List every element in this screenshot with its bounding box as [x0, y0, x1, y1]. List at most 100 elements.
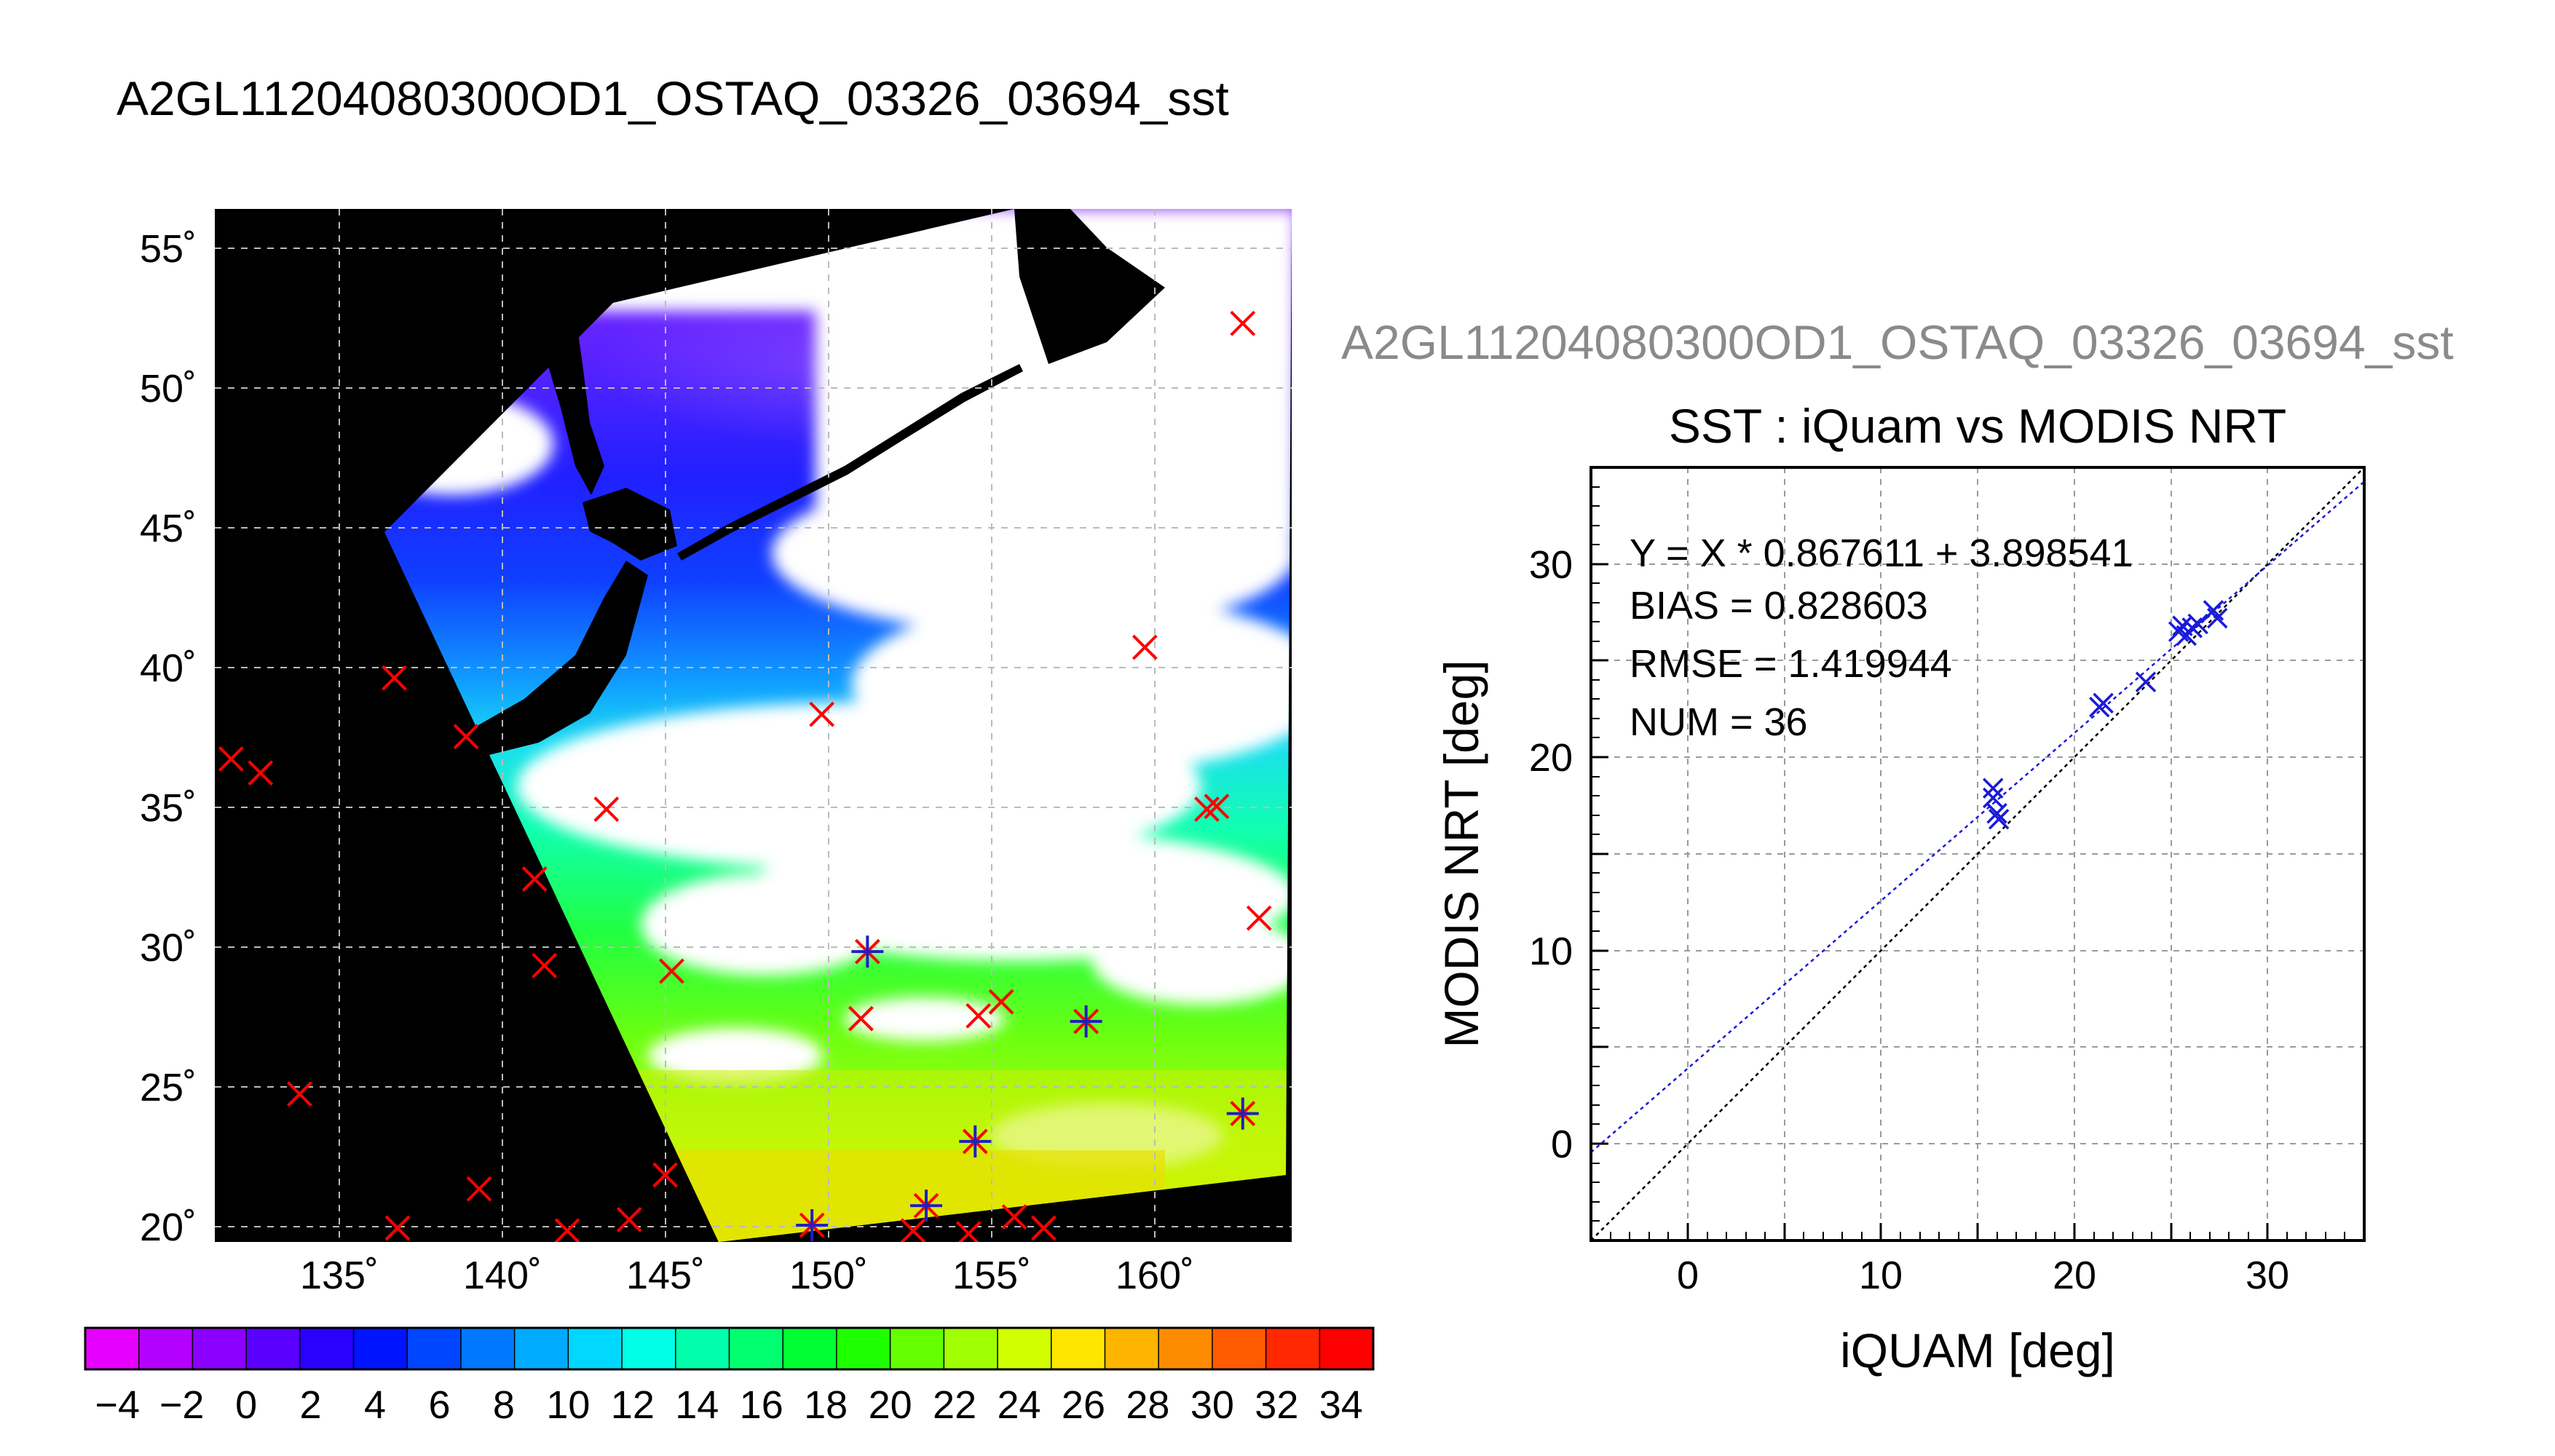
colorbar-swatch — [138, 1328, 194, 1369]
x-tick-label: 20 — [2053, 1254, 2096, 1297]
colorbar-swatch — [1265, 1328, 1320, 1369]
scatter-point — [1983, 787, 2004, 809]
matched-point-marker — [910, 1190, 943, 1222]
colorbar-swatch — [246, 1328, 301, 1369]
matched-point-marker — [1070, 1005, 1102, 1038]
colorbar-tick-label: −4 — [95, 1383, 140, 1427]
colorbar-swatch — [568, 1328, 623, 1369]
lon-tick-label: 150˚ — [789, 1254, 868, 1297]
colorbar-swatch — [192, 1328, 247, 1369]
honshu — [426, 561, 648, 772]
iquam-point-marker — [955, 1221, 982, 1242]
scatter-point — [2187, 613, 2208, 635]
y-tick-label: 0 — [1551, 1123, 1573, 1166]
lat-tick-label: 20˚ — [140, 1206, 197, 1249]
one-to-one-line — [1591, 467, 2364, 1241]
cloud-cover — [384, 209, 1292, 1168]
map-title: A2GL11204080300OD1_OSTAQ_03326_03694_sst — [117, 71, 1229, 125]
colorbar-tick-label: 8 — [493, 1383, 515, 1427]
lon-tick-label: 145˚ — [626, 1254, 705, 1297]
scatter-grid — [1591, 467, 2364, 1241]
iquam-point-marker — [248, 760, 274, 786]
colorbar-swatch — [1051, 1328, 1106, 1369]
colorbar-tick-label: 2 — [300, 1383, 322, 1427]
scatter-x-tick-labels: 0 10 20 30 — [1677, 1254, 2289, 1297]
bottom-major-ticks — [1686, 1223, 2269, 1241]
colorbar-swatch — [514, 1328, 569, 1369]
colorbar-swatch — [1158, 1328, 1213, 1369]
y-tick-label: 30 — [1529, 543, 1573, 587]
scatter-y-tick-labels: 0 10 20 30 — [1529, 543, 1573, 1166]
lon-tick-label: 140˚ — [463, 1254, 542, 1297]
x-tick-label: 10 — [1859, 1254, 1903, 1297]
colorbar-tick-label: 30 — [1190, 1383, 1234, 1427]
lat-tick-labels: 55˚ 50˚ 45˚ 40˚ 35˚ 30˚ 25˚ 20˚ — [140, 227, 197, 1249]
iquam-point-marker — [900, 1218, 926, 1242]
iquam-point-marker — [659, 958, 684, 984]
lat-lon-grid — [215, 209, 1292, 1242]
scatter-point — [1983, 778, 2004, 799]
colorbar-swatches — [85, 1328, 1374, 1369]
iquam-point-marker — [1132, 634, 1158, 660]
matched-point-marker — [851, 935, 884, 968]
colorbar-tick-label: 10 — [546, 1383, 590, 1427]
colorbar-swatch — [890, 1328, 944, 1369]
lon-tick-label: 135˚ — [300, 1254, 379, 1297]
colorbar-swatch — [85, 1328, 140, 1369]
left-minor-ticks — [1591, 486, 1600, 1222]
lat-tick-label: 45˚ — [140, 507, 197, 550]
iquam-point-marker — [453, 724, 479, 750]
iquam-point-marker — [466, 1176, 492, 1202]
colorbar-tick-label: 6 — [428, 1383, 450, 1427]
hokkaido — [583, 488, 677, 561]
lat-tick-label: 40˚ — [140, 646, 197, 690]
iquam-point-marker — [988, 989, 1014, 1015]
scatter-point — [2093, 692, 2114, 714]
scatter-y-axis-label: MODIS NRT [deg] — [1434, 660, 1488, 1048]
colorbar-swatch — [729, 1328, 783, 1369]
iquam-point-marker — [521, 866, 548, 892]
land-masses — [426, 209, 1165, 772]
scatter-title: SST : iQuam vs MODIS NRT — [1669, 399, 2286, 453]
iquam-point-marker — [382, 665, 407, 691]
iquam-point-marker — [532, 952, 558, 978]
colorbar-tick-label: 0 — [235, 1383, 257, 1427]
colorbar-swatch — [783, 1328, 837, 1369]
left-major-ticks — [1591, 563, 1608, 1145]
colorbar-frame — [84, 1326, 1375, 1371]
colorbar-swatch — [299, 1328, 355, 1369]
sst-swath — [384, 209, 1292, 1242]
iquam-point-marker — [554, 1218, 580, 1242]
bottom-minor-ticks — [1610, 1232, 2345, 1241]
colorbar-swatch — [460, 1328, 516, 1369]
kuril-chain — [677, 364, 1023, 561]
colorbar-swatch — [1212, 1328, 1267, 1369]
scatter-point — [2181, 617, 2203, 638]
colorbar-swatch — [836, 1328, 891, 1369]
sst-map: 55˚ 50˚ 45˚ 40˚ 35˚ 30˚ 25˚ 20˚ 135˚ 140… — [140, 209, 1292, 1297]
kamchatka — [1014, 209, 1165, 364]
iquam-point-marker — [287, 1081, 312, 1107]
matched-point-marker — [796, 1208, 829, 1241]
matched-point-marker — [959, 1125, 992, 1158]
colorbar-tick-label: 14 — [675, 1383, 719, 1427]
colorbar-swatch — [998, 1328, 1052, 1369]
scatter-marks — [1591, 467, 2364, 1241]
colorbar-tick-labels: −4 −2 0 2 4 6 8 10 12 14 16 18 20 22 24 26 28 30 32 34 — [95, 1383, 1362, 1427]
colorbar-tick-label: 20 — [869, 1383, 912, 1427]
iquam-point-marker — [218, 746, 244, 772]
scatter-point — [1986, 803, 2007, 824]
bias-text: BIAS = 0.828603 — [1630, 584, 1928, 628]
iquam-point-marker — [1001, 1204, 1027, 1230]
iquam-point-marker — [1230, 310, 1256, 336]
colorbar-tick-label: 18 — [804, 1383, 848, 1427]
colorbar-swatch — [622, 1328, 676, 1369]
map-marks — [218, 310, 1272, 1242]
colorbar-tick-label: 34 — [1319, 1383, 1363, 1427]
iquam-point-marker — [1030, 1215, 1057, 1241]
scatter-x-axis-label: iQUAM [deg] — [1840, 1324, 2115, 1377]
colorbar-tick-label: 28 — [1126, 1383, 1169, 1427]
fit-equation: Y = X * 0.867611 + 3.898541 — [1630, 531, 2133, 575]
lat-tick-label: 55˚ — [140, 227, 197, 271]
